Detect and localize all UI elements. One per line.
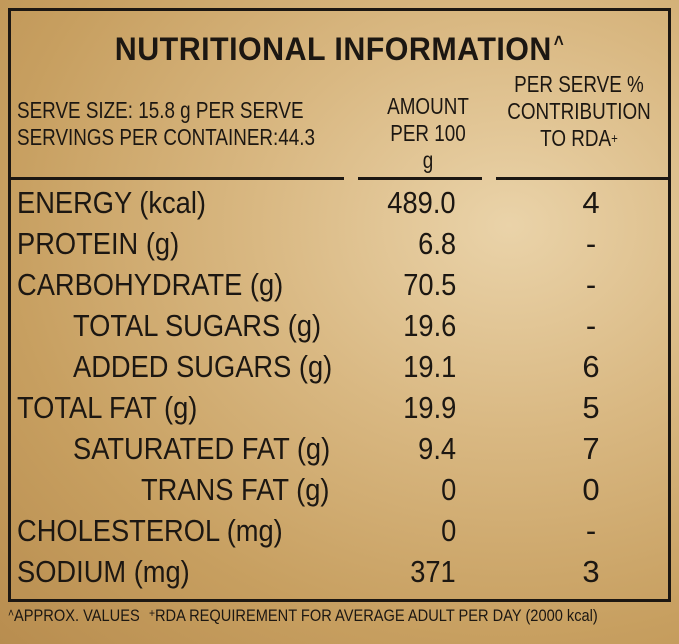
nutrient-amount: 70.5 <box>402 267 456 302</box>
nutrient-label: SATURATED FAT (g) <box>73 431 331 466</box>
rda-header-line-3: TO RDA <box>540 125 612 151</box>
nutrient-rda: - <box>585 226 597 261</box>
nutrient-label: TRANS FAT (g) <box>141 472 330 507</box>
nutrient-label: TOTAL SUGARS (g) <box>73 308 322 343</box>
footnote-rda: RDA REQUIREMENT FOR AVERAGE ADULT PER DA… <box>154 606 598 625</box>
header-rule-middle <box>358 177 482 180</box>
nutrient-rda: 4 <box>582 185 600 220</box>
serve-size: SERVE SIZE: 15.8 g PER SERVE <box>17 97 304 123</box>
amount-header-line-2: PER 100 g <box>390 120 466 173</box>
nutrient-label: PROTEIN (g) <box>17 226 180 261</box>
nutrient-row: TRANS FAT (g) 0 0 <box>11 470 668 511</box>
nutrient-amount: 9.4 <box>418 431 456 466</box>
serving-info: SERVE SIZE: 15.8 g PER SERVE SERVINGS PE… <box>17 97 315 151</box>
approx-mark: ˄ <box>553 31 565 51</box>
nutrient-label: SODIUM (mg) <box>17 554 190 589</box>
nutrient-row: CHOLESTEROL (mg) 0 - <box>11 511 668 552</box>
nutrient-amount: 489.0 <box>387 185 456 220</box>
nutrient-row: SATURATED FAT (g) 9.4 7 <box>11 429 668 470</box>
nutrient-amount: 0 <box>440 513 456 548</box>
nutrient-amount: 371 <box>410 554 456 589</box>
nutrient-row: PROTEIN (g) 6.8 - <box>11 224 668 265</box>
header-rule-right <box>496 177 668 180</box>
nutrient-row: ENERGY (kcal) 489.0 4 <box>11 183 668 224</box>
nutrient-label: TOTAL FAT (g) <box>17 390 198 425</box>
nutrient-label: CARBOHYDRATE (g) <box>17 267 284 302</box>
amount-column-header: AMOUNT PER 100 g <box>383 93 473 174</box>
nutrient-amount: 19.6 <box>402 308 456 343</box>
rda-header-line-2: CONTRIBUTION <box>507 98 651 124</box>
footnote-rda-mark: + <box>148 606 155 620</box>
nutrient-rda: 7 <box>582 431 600 466</box>
nutrient-row: ADDED SUGARS (g) 19.1 6 <box>11 347 668 388</box>
title-text: NUTRITIONAL INFORMATION <box>114 31 552 67</box>
nutrient-rda: - <box>585 513 597 548</box>
nutrient-amount: 19.9 <box>402 390 456 425</box>
footnote: ˄APPROX. VALUES +RDA REQUIREMENT FOR AVE… <box>8 606 598 626</box>
footnote-approx-mark: ˄ <box>8 606 15 620</box>
nutrient-rda: - <box>585 308 597 343</box>
nutrient-row: CARBOHYDRATE (g) 70.5 - <box>11 265 668 306</box>
nutrient-rda: 3 <box>582 554 600 589</box>
nutrition-panel: NUTRITIONAL INFORMATION ˄ SERVE SIZE: 15.… <box>8 8 671 602</box>
panel-title: NUTRITIONAL INFORMATION ˄ <box>27 31 651 68</box>
rda-column-header: PER SERVE % CONTRIBUTION TO RDA+ <box>505 71 653 152</box>
nutrient-amount: 6.8 <box>418 226 456 261</box>
servings-per-container: SERVINGS PER CONTAINER:44.3 <box>17 124 316 150</box>
amount-header-line-1: AMOUNT <box>387 93 469 119</box>
nutrient-row: TOTAL SUGARS (g) 19.6 - <box>11 306 668 347</box>
nutrient-label: ENERGY (kcal) <box>17 185 206 220</box>
nutrient-rda: 0 <box>582 472 600 507</box>
nutrient-label: CHOLESTEROL (mg) <box>17 513 283 548</box>
nutrient-rda: 5 <box>582 390 600 425</box>
rda-mark: + <box>611 130 618 146</box>
nutrient-rda: 6 <box>582 349 600 384</box>
nutrient-amount: 0 <box>440 472 456 507</box>
nutrient-label: ADDED SUGARS (g) <box>73 349 333 384</box>
nutrient-row: TOTAL FAT (g) 19.9 5 <box>11 388 668 429</box>
rda-header-line-1: PER SERVE % <box>514 71 644 97</box>
nutrient-amount: 19.1 <box>402 349 456 384</box>
nutrient-row: SODIUM (mg) 371 3 <box>11 552 668 593</box>
nutrient-rda: - <box>585 267 597 302</box>
header-rule-left <box>11 177 344 180</box>
footnote-approx: APPROX. VALUES <box>14 606 140 625</box>
